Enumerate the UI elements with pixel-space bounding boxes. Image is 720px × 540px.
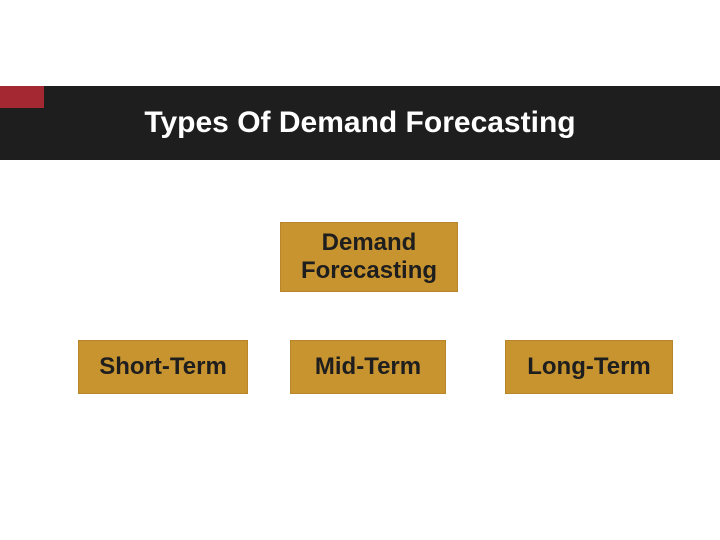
- tree-child-label: Short-Term: [99, 353, 227, 381]
- title-band: Types Of Demand Forecasting: [0, 86, 720, 160]
- tree-child-node: Short-Term: [78, 340, 248, 394]
- tree-child-node: Mid-Term: [290, 340, 446, 394]
- tree-child-node: Long-Term: [505, 340, 673, 394]
- accent-bar: [0, 86, 44, 108]
- tree-child-label: Mid-Term: [315, 353, 421, 381]
- tree-child-label: Long-Term: [527, 353, 651, 381]
- slide-title: Types Of Demand Forecasting: [144, 106, 575, 140]
- root-line1: Demand: [322, 229, 417, 256]
- root-line2: Forecasting: [301, 257, 437, 284]
- tree-root-label: Demand Forecasting: [301, 229, 437, 284]
- tree-root-node: Demand Forecasting: [280, 222, 458, 292]
